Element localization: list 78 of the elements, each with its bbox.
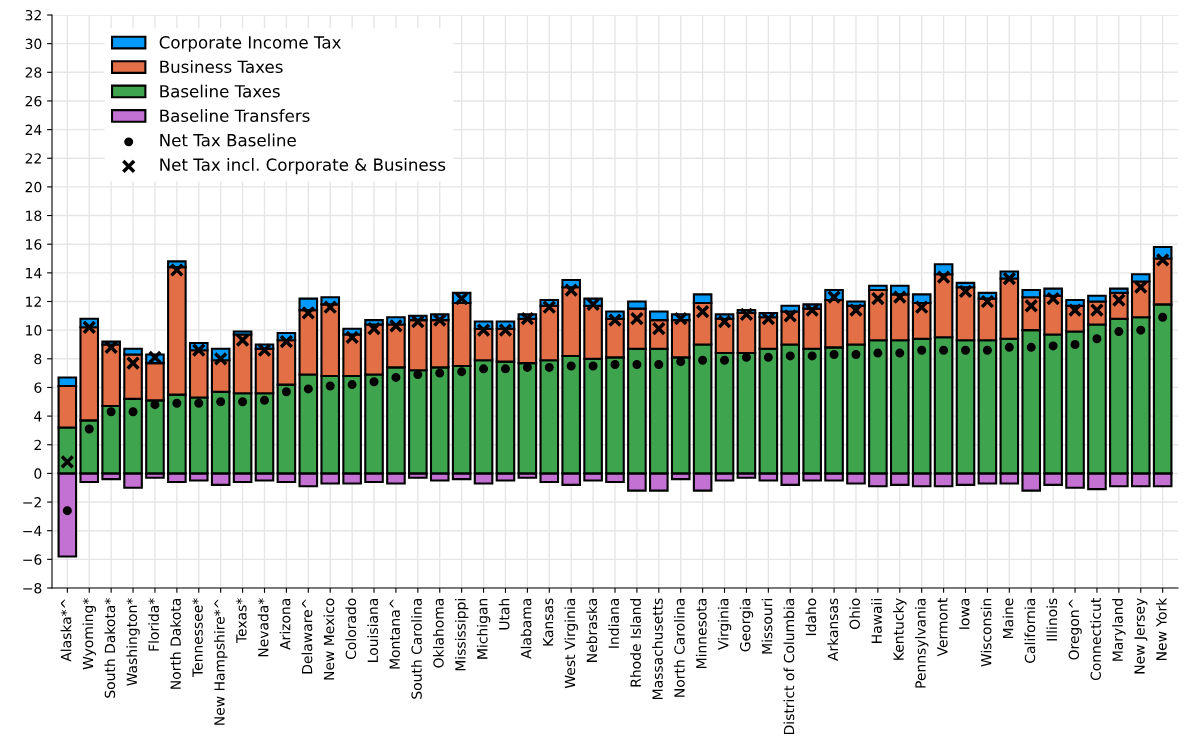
y-tick-label: 4 — [34, 411, 42, 422]
y-tick-label: 26 — [25, 95, 42, 107]
x-tick-label: Tennessee* — [192, 598, 203, 678]
x-tick-label: New Jersey — [1134, 598, 1148, 674]
y-tick-label: 12 — [26, 296, 41, 307]
x-tick-label: Florida* — [148, 598, 159, 651]
x-tick-label: Delaware^ — [301, 599, 313, 674]
x-tick-label: Nevada* — [257, 598, 269, 657]
x-tick-label: Oregon^ — [1068, 599, 1082, 660]
legend-label: Baseline Transfers — [160, 109, 310, 123]
y-tick-label: 8 — [34, 353, 42, 365]
x-tick-label: Montana^ — [389, 599, 400, 669]
x-tick-label: New York — [1155, 597, 1167, 660]
y-tick-label: −4 — [23, 525, 42, 536]
x-tick-label: Washington* — [126, 598, 140, 686]
x-tick-label: Alaska*^ — [60, 599, 72, 662]
y-tick-label: 32 — [25, 9, 41, 21]
x-tick-label: Arkansas — [827, 598, 839, 661]
y-tick-label: 18 — [26, 210, 42, 222]
x-tick-label: Maine — [1002, 598, 1014, 639]
x-tick-label: Michigan — [476, 598, 491, 659]
x-tick-label: Hawaii — [871, 599, 882, 643]
x-tick-label: Texas* — [236, 598, 247, 644]
x-tick-label: Wisconsin — [980, 598, 992, 667]
x-tick-label: Wyoming* — [82, 598, 96, 670]
y-tick-label: 6 — [34, 382, 42, 393]
y-tick-label: 22 — [25, 153, 41, 164]
x-tick-label: Maryland — [1112, 598, 1126, 661]
x-tick-label: South Carolina — [411, 598, 422, 699]
y-tick-label: −2 — [23, 497, 41, 508]
y-tick-label: 16 — [26, 239, 42, 250]
x-tick-label: Arizona — [279, 598, 291, 650]
x-tick-label: Kentucky — [893, 598, 907, 660]
x-tick-label: Vermont — [937, 598, 948, 657]
y-tick-label: 14 — [26, 268, 42, 279]
x-tick-label: Colorado — [345, 598, 357, 660]
x-tick-label: Rhode Island — [630, 598, 641, 687]
legend-label: Business Taxes — [160, 60, 283, 74]
y-tick-label: −6 — [23, 554, 42, 565]
x-tick-label: Illinois — [1046, 598, 1058, 641]
x-tick-label: New Hampshire*^ — [213, 599, 228, 725]
x-tick-label: Oklahoma — [433, 598, 444, 668]
x-tick-label: Ohio — [849, 598, 860, 630]
x-tick-label: Indiana — [608, 598, 620, 648]
x-tick-label: Georgia — [739, 598, 754, 652]
legend-label: Baseline Taxes — [160, 84, 280, 98]
legend-label: Net Tax Baseline — [160, 133, 296, 147]
x-tick-label: Alabama — [520, 598, 532, 659]
x-tick-label: North Dakota — [170, 598, 181, 689]
x-tick-label: West Virginia — [564, 598, 578, 689]
x-tick-label: Connecticut — [1090, 598, 1101, 681]
x-tick-label: District of Columbia — [783, 598, 795, 735]
x-tick-label: Missouri — [761, 599, 773, 654]
y-tick-label: 2 — [34, 439, 41, 451]
x-tick-label: Mississippi — [454, 599, 469, 671]
x-tick-label: South Dakota* — [104, 598, 116, 698]
x-tick-label: Idaho — [805, 598, 817, 636]
y-tick-label: 30 — [25, 38, 42, 50]
x-tick-label: New Mexico — [323, 598, 335, 680]
y-tick-label: 24 — [25, 124, 42, 135]
y-tick-label: 0 — [34, 468, 42, 479]
legend-label: Corporate Income Tax — [159, 36, 341, 52]
x-tick-label: California — [1024, 598, 1036, 663]
y-tick-label: 10 — [26, 325, 42, 336]
legend-label: Net Tax incl. Corporate & Business — [160, 158, 446, 175]
x-tick-label: Pennsylvania — [914, 598, 929, 688]
x-tick-label: Kansas — [542, 598, 554, 646]
x-tick-label: Nebraska — [586, 598, 598, 662]
x-tick-label: Utah — [498, 598, 510, 630]
x-tick-label: Virginia — [717, 598, 732, 650]
x-tick-label: North Carolina — [674, 598, 685, 697]
x-tick-label: Minnesota — [695, 598, 707, 669]
y-tick-label: −8 — [23, 582, 42, 594]
y-tick-label: 20 — [25, 181, 42, 193]
x-tick-label: Iowa — [959, 598, 970, 629]
y-tick-label: 28 — [25, 67, 42, 78]
x-tick-label: Massachusetts — [652, 598, 663, 699]
x-tick-label: Louisiana — [367, 598, 379, 662]
